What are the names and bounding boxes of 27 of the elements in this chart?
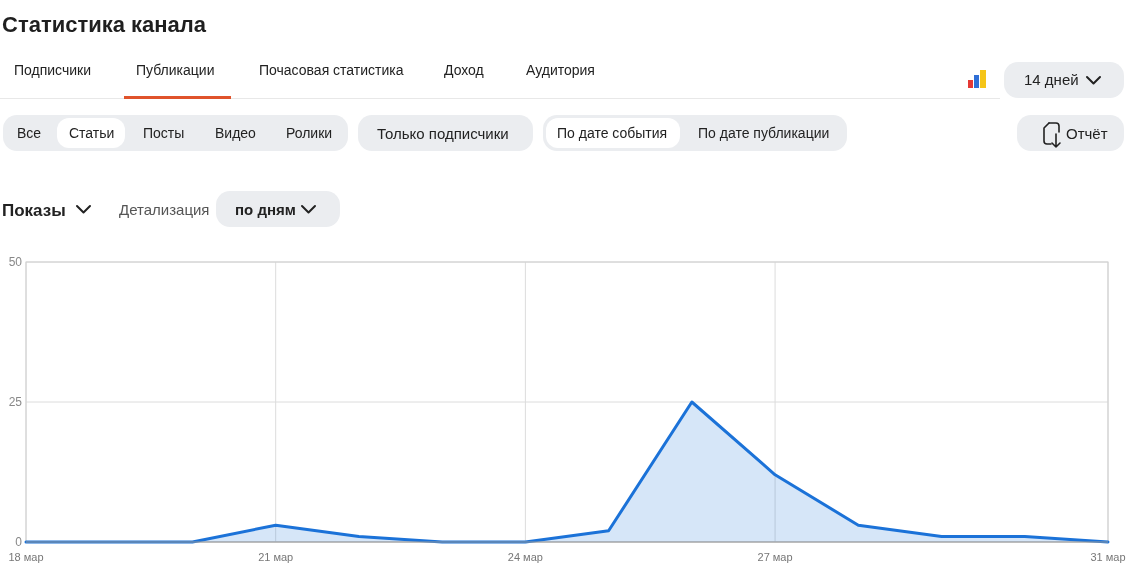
text: по дням bbox=[235, 201, 296, 218]
text: Статьи bbox=[69, 125, 115, 141]
text: Только подписчики bbox=[377, 125, 509, 142]
chart-title: Статистика канала bbox=[2, 12, 207, 37]
y-tick-label: 25 bbox=[8, 395, 23, 410]
text: 14 дней bbox=[1024, 71, 1079, 88]
text: Видео bbox=[215, 125, 257, 141]
y-tick-label: 50 bbox=[8, 255, 23, 270]
y-tick-label: 0 bbox=[15, 535, 23, 550]
text: Детализация bbox=[119, 201, 210, 218]
text: Публикации bbox=[136, 62, 215, 78]
text: По дате публикации bbox=[698, 125, 830, 141]
x-tick-label: 31 мар bbox=[1090, 551, 1126, 563]
text: Почасовая статистика bbox=[259, 62, 404, 78]
x-tick-label: 27 мар bbox=[757, 551, 793, 563]
y-axis-title: Показы bbox=[2, 201, 66, 220]
text: Доход bbox=[444, 62, 484, 78]
text: Ролики bbox=[286, 125, 333, 141]
text: Посты bbox=[143, 125, 185, 141]
text: Аудитория bbox=[526, 62, 595, 78]
text: Все bbox=[17, 125, 42, 141]
x-tick-label: 18 мар bbox=[8, 551, 44, 563]
text: Подписчики bbox=[14, 62, 92, 78]
text: Отчёт bbox=[1066, 125, 1108, 142]
text: По дате события bbox=[557, 125, 668, 141]
x-tick-label: 24 мар bbox=[507, 551, 543, 563]
x-tick-label: 21 мар bbox=[258, 551, 294, 563]
